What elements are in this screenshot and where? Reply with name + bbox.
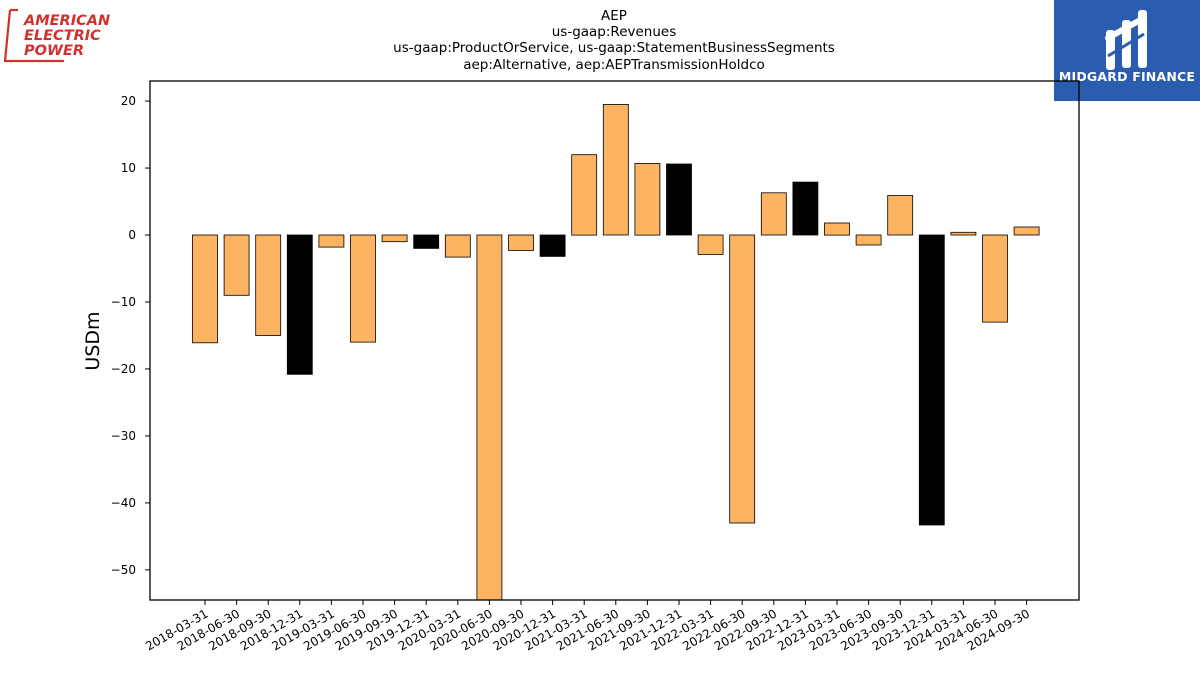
bar-2021-06-30 xyxy=(602,104,629,236)
logo-line-1: AMERICAN xyxy=(23,13,110,29)
bar-2019-06-30 xyxy=(350,234,376,343)
bar-2024-09-30 xyxy=(1013,226,1040,236)
y-axis-ticks: 20 10 0 −10 −20 −30 −40 −50 xyxy=(111,94,150,577)
bar-2022-03-31 xyxy=(697,234,724,255)
y-tick-label: 10 xyxy=(121,161,136,175)
bar-2024-06-30 xyxy=(982,234,1008,323)
aep-logo: AMERICAN ELECTRIC POWER xyxy=(3,6,120,64)
y-tick-label: −10 xyxy=(111,295,136,309)
midgard-brand-text: MIDGARD FINANCE xyxy=(1058,69,1196,84)
chart-title-line-4: aep:Alternative, aep:AEPTransmissionHold… xyxy=(463,57,765,73)
bar-2021-09-30 xyxy=(634,162,661,236)
chart-title: AEP us-gaap:Revenues us-gaap:ProductOrSe… xyxy=(393,8,835,73)
bar-2023-03-31 xyxy=(824,222,850,236)
bar-2018-06-30 xyxy=(223,234,250,296)
midgard-logo: MIDGARD FINANCE xyxy=(1054,0,1200,101)
y-tick-label: −20 xyxy=(111,362,136,376)
bar-2019-12-31 xyxy=(413,234,440,249)
bar-2023-12-31 xyxy=(918,234,945,526)
x-axis-ticks: 2018-03-312018-06-302018-09-302018-12-31… xyxy=(143,600,1032,653)
y-tick-label: −30 xyxy=(111,429,136,443)
logo-line-3: POWER xyxy=(24,43,84,59)
bar-2019-03-31 xyxy=(318,234,345,248)
bar-2022-12-31 xyxy=(792,181,819,236)
bar-2020-12-31 xyxy=(539,234,566,257)
chart-title-line-2: us-gaap:Revenues xyxy=(552,24,677,40)
chart-title-line-3: us-gaap:ProductOrService, us-gaap:Statem… xyxy=(393,40,835,56)
bar-2021-12-31 xyxy=(666,163,692,236)
chart-title-line-1: AEP xyxy=(601,8,627,24)
bar-2021-03-31 xyxy=(571,154,598,236)
y-axis-label: USDm xyxy=(82,311,104,370)
bar-2024-03-31 xyxy=(950,231,977,236)
y-tick-label: 20 xyxy=(121,94,136,108)
logo-line-2: ELECTRIC xyxy=(24,28,101,44)
bars-group xyxy=(192,104,1040,601)
bar-2022-09-30 xyxy=(760,192,787,236)
bar-2020-03-31 xyxy=(444,234,471,258)
bar-2023-09-30 xyxy=(887,195,914,236)
bar-2020-06-30 xyxy=(476,234,503,601)
plot-frame xyxy=(149,80,1080,601)
y-tick-label: −40 xyxy=(111,496,136,510)
bar-2023-06-30 xyxy=(855,234,882,246)
bar-2019-09-30 xyxy=(381,234,408,243)
midgard-logo-icon xyxy=(1105,10,1147,70)
bar-2020-09-30 xyxy=(508,234,534,251)
bar-2018-03-31 xyxy=(192,234,218,344)
y-tick-label: −50 xyxy=(111,563,136,577)
bar-2018-09-30 xyxy=(255,234,282,336)
aep-logo-icon: AMERICAN ELECTRIC POWER xyxy=(3,8,110,63)
bar-2018-12-31 xyxy=(286,234,313,375)
bar-2022-06-30 xyxy=(729,234,756,524)
y-tick-label: 0 xyxy=(128,228,136,242)
